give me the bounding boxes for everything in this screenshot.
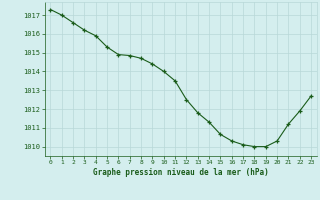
- X-axis label: Graphe pression niveau de la mer (hPa): Graphe pression niveau de la mer (hPa): [93, 168, 269, 177]
